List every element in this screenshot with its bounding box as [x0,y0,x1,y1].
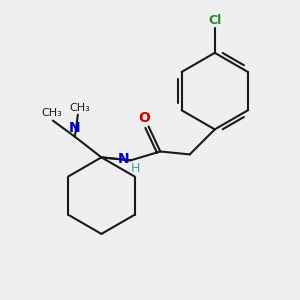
Text: N: N [118,152,129,166]
Text: Cl: Cl [208,14,221,27]
Text: H: H [130,162,140,175]
Text: O: O [138,111,150,125]
Text: CH₃: CH₃ [41,108,62,118]
Text: CH₃: CH₃ [69,103,90,113]
Text: N: N [69,121,81,135]
